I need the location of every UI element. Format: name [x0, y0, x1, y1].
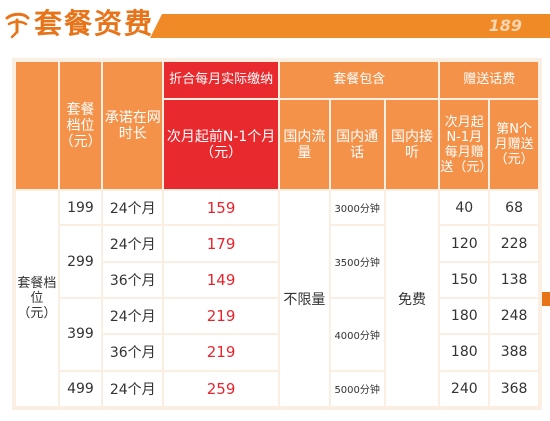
header-bonus-nth: 第N个月赠送（元） — [490, 100, 538, 190]
header-monthly-payment: 次月起前N-1个月（元） — [164, 100, 278, 190]
cell-bonus-nth: 248 — [490, 299, 538, 334]
header-banner-bar — [150, 14, 550, 38]
china-telecom-logo-icon — [5, 12, 30, 39]
cell-term: 24个月 — [103, 299, 163, 334]
cell-term: 24个月 — [103, 226, 163, 261]
cell-bonus-first: 150 — [440, 262, 489, 298]
cell-calls-399: 4000分钟 — [330, 299, 384, 370]
cell-domestic-receive: 免费 — [385, 191, 439, 406]
header-domestic-data: 国内流量 — [279, 100, 329, 190]
cell-domestic-data: 不限量 — [279, 191, 329, 406]
header-corner-cell — [16, 62, 58, 190]
cell-calls-199: 3000分钟 — [330, 191, 384, 225]
cell-monthly: 259 — [164, 371, 278, 406]
header-tier: 套餐档位（元） — [59, 62, 102, 190]
page-title: 套餐资费 — [34, 7, 155, 40]
page-header: 套餐资费 189 — [0, 0, 550, 50]
cell-bonus-first: 240 — [440, 371, 489, 406]
cell-term: 24个月 — [103, 371, 163, 406]
tariff-table: 套餐档位（元） 承诺在网时长 折合每月实际缴纳 套餐包含 赠送话费 次月起前N-… — [14, 60, 540, 408]
cell-term: 36个月 — [103, 335, 163, 370]
cell-term: 24个月 — [103, 191, 163, 225]
table-row: 499 24个月 259 5000分钟 240 368 — [16, 371, 538, 406]
cell-monthly: 159 — [164, 191, 278, 225]
header-number: 189 — [488, 16, 522, 35]
header-commitment: 承诺在网时长 — [103, 62, 163, 190]
cell-bonus-nth: 68 — [490, 191, 538, 225]
header-domestic-receive: 国内接听 — [385, 100, 439, 190]
table-row: 36个月 149 150 138 — [16, 262, 538, 298]
table-row: 299 24个月 179 3500分钟 120 228 — [16, 226, 538, 298]
cell-bonus-nth: 138 — [490, 262, 538, 298]
cell-bonus-first: 40 — [440, 191, 489, 225]
side-accent-mark — [542, 292, 550, 306]
header-domestic-calls: 国内通话 — [330, 100, 384, 190]
header-included-group: 套餐包含 — [279, 62, 439, 99]
cell-bonus-first: 180 — [440, 335, 489, 370]
cell-tier: 199 — [59, 191, 102, 225]
cell-bonus-first: 180 — [440, 299, 489, 334]
tariff-table-container: 套餐档位（元） 承诺在网时长 折合每月实际缴纳 套餐包含 赠送话费 次月起前N-… — [12, 58, 542, 410]
table-row: 36个月 219 180 388 — [16, 335, 538, 370]
cell-monthly: 219 — [164, 335, 278, 370]
cell-calls-299: 3500分钟 — [330, 226, 384, 298]
cell-tier: 299 — [59, 226, 102, 298]
cell-tier: 499 — [59, 371, 102, 406]
table-row: 399 24个月 219 4000分钟 180 248 — [16, 299, 538, 370]
cell-bonus-first: 120 — [440, 226, 489, 261]
cell-tier: 399 — [59, 299, 102, 370]
cell-bonus-nth: 368 — [490, 371, 538, 406]
cell-monthly: 179 — [164, 226, 278, 261]
cell-bonus-nth: 388 — [490, 335, 538, 370]
cell-monthly: 219 — [164, 299, 278, 334]
row-label-tier: 套餐档位（元） — [16, 191, 58, 406]
cell-monthly: 149 — [164, 262, 278, 298]
header-bonus-group: 赠送话费 — [440, 62, 538, 99]
header-bonus-first: 次月起N-1月每月赠送（元） — [440, 100, 489, 190]
cell-term: 36个月 — [103, 262, 163, 298]
cell-calls-499: 5000分钟 — [330, 371, 384, 406]
header-monthly-payment-group: 折合每月实际缴纳 — [164, 62, 278, 99]
table-row: 套餐档位（元） 199 24个月 159 不限量 3000分钟 免费 40 68 — [16, 191, 538, 406]
cell-bonus-nth: 228 — [490, 226, 538, 261]
